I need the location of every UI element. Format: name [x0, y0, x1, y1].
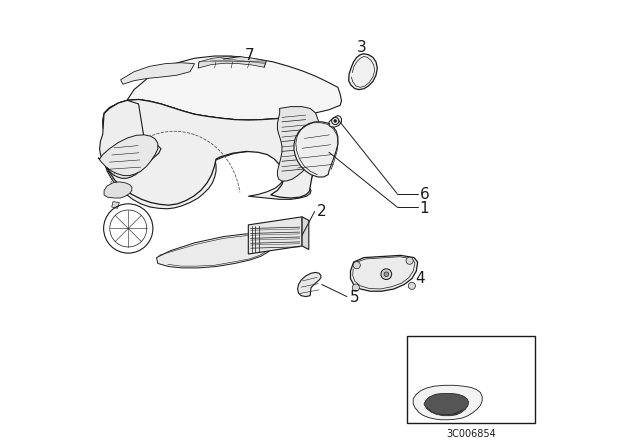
Polygon shape	[156, 234, 273, 268]
Polygon shape	[294, 122, 338, 177]
Polygon shape	[120, 63, 195, 84]
Text: 2: 2	[316, 204, 326, 219]
Polygon shape	[329, 116, 342, 127]
Polygon shape	[427, 408, 464, 415]
Polygon shape	[413, 385, 482, 420]
Circle shape	[334, 120, 337, 122]
Polygon shape	[248, 217, 302, 254]
Text: 6: 6	[419, 187, 429, 202]
Circle shape	[408, 282, 415, 289]
Polygon shape	[104, 182, 132, 198]
Bar	[407, 336, 535, 423]
Circle shape	[381, 269, 392, 280]
Polygon shape	[102, 56, 342, 137]
Polygon shape	[424, 393, 468, 416]
Circle shape	[353, 262, 360, 269]
Polygon shape	[100, 100, 161, 178]
Text: 5: 5	[349, 290, 359, 306]
Polygon shape	[302, 217, 308, 250]
Polygon shape	[277, 107, 319, 181]
Polygon shape	[103, 99, 321, 209]
Polygon shape	[98, 135, 158, 176]
Polygon shape	[298, 272, 321, 297]
Polygon shape	[198, 56, 266, 68]
Polygon shape	[103, 99, 321, 205]
Circle shape	[384, 272, 388, 276]
Text: 7: 7	[245, 48, 255, 64]
Text: 4: 4	[415, 271, 424, 286]
Circle shape	[406, 257, 413, 264]
Text: 3C006854: 3C006854	[446, 429, 496, 439]
Polygon shape	[349, 54, 378, 90]
Text: 3: 3	[356, 39, 367, 55]
Circle shape	[352, 284, 360, 291]
Polygon shape	[351, 255, 418, 291]
Polygon shape	[111, 202, 119, 208]
Text: 1: 1	[419, 201, 429, 216]
